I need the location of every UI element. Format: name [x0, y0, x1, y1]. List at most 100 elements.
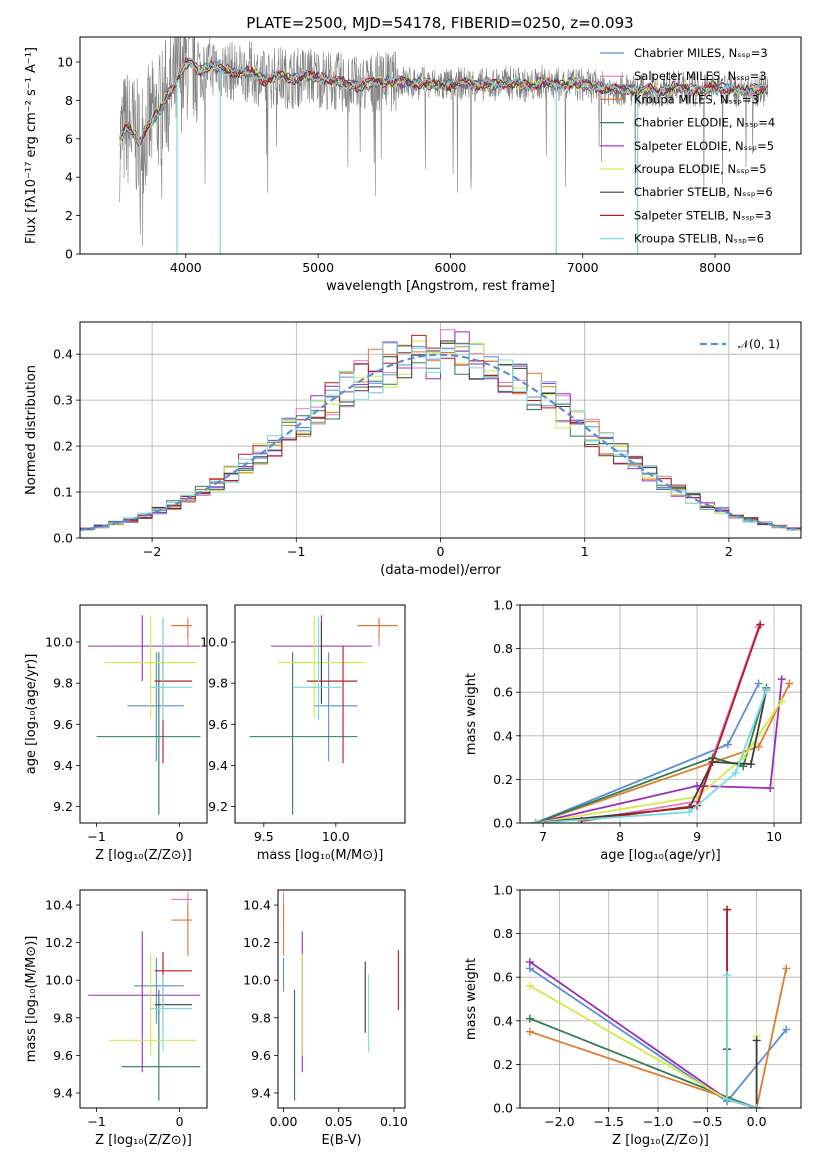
panel-mass-Z: −1 0 9.4 9.6 9.8 10.0 10.2 10.4 Z [log₁₀(Z/Z⊙)] m… [24, 889, 208, 1148]
weight-series-line [535, 700, 783, 823]
x-axis-label: (data-model)/error [380, 563, 501, 578]
y-tick-label: 0.8 [493, 926, 513, 941]
panel-weight-age: 7 8 9 10 0.0 0.2 0.4 0.6 0.8 1.0 age [log₁₀(age/yr… [464, 598, 802, 863]
y-tick-label: 6 [65, 131, 73, 146]
y-tick-label: 0.4 [493, 1013, 513, 1028]
y-tick-label: 10.0 [45, 973, 73, 988]
weight-series-line [726, 909, 757, 1108]
y-tick-label: 0.2 [493, 772, 513, 787]
weight-series-line [535, 679, 783, 823]
y-tick-label: 10.2 [243, 935, 271, 950]
plot-area [282, 891, 399, 1101]
weight-point-marker [756, 620, 765, 629]
axes-frame [79, 604, 208, 824]
panel-residuals: −2 −1 0 1 2 0.0 0.1 0.2 0.3 0.4 (data-model)/error… [24, 321, 802, 578]
y-tick-label: 0.0 [493, 1101, 513, 1116]
y-tick-label: 9.8 [53, 676, 73, 691]
x-tick-label: 1 [581, 544, 589, 559]
axes-frame [277, 889, 406, 1109]
x-tick-label: 0 [437, 544, 445, 559]
x-tick-label: −1.0 [643, 1114, 673, 1129]
y-tick-label: 1.0 [493, 883, 513, 898]
weight-series-line [529, 961, 757, 1108]
weight-point-marker [762, 686, 771, 695]
y-tick-label: 9.4 [53, 1085, 73, 1100]
panel-age-Z: −1 0 9.2 9.4 9.6 9.8 10.0 Z [log₁₀(Z/Z⊙)] age [l… [24, 604, 208, 863]
y-tick-label: 0.1 [53, 485, 73, 500]
plot-area [88, 891, 201, 1101]
axes-frame [79, 889, 208, 1109]
x-tick-label: 0.05 [325, 1114, 353, 1129]
x-tick-label: −1 [87, 1114, 105, 1129]
weight-point-marker [685, 808, 694, 817]
x-tick-label: 5000 [302, 260, 334, 275]
y-tick-label: 4 [65, 170, 73, 185]
x-tick-label: 0.00 [270, 1114, 298, 1129]
x-tick-label: 2 [725, 544, 733, 559]
gaussian-curve [80, 353, 801, 531]
legend-label: 𝒩(0, 1) [738, 337, 780, 351]
x-axis-label: age [log₁₀(age/yr)] [600, 848, 721, 863]
x-axis-label: Z [log₁₀(Z/Z⊙)] [612, 1133, 709, 1148]
model-spectrum-line [119, 57, 769, 147]
figure-title: PLATE=2500, MJD=54178, FIBERID=0250, z=0… [246, 14, 633, 32]
panel-weight-Z: −2.0 −1.5 −1.0 −0.5 0.0 0.0 0.2 0.4 0.6 0.8 1.0 Z [… [464, 883, 802, 1148]
y-axis-label: mass weight [464, 958, 479, 1040]
x-tick-label: 10 [766, 829, 782, 844]
y-tick-label: 0 [65, 247, 73, 262]
y-tick-label: 9.4 [251, 1085, 271, 1100]
y-tick-label: 0.2 [53, 439, 73, 454]
x-axis-label: Z [log₁₀(Z/Z⊙)] [95, 1133, 192, 1148]
weight-series-line [529, 1017, 757, 1108]
y-axis-label: age [log₁₀(age/yr)] [24, 654, 39, 775]
x-tick-label: 7 [539, 829, 547, 844]
observed-spectrum-line [119, 37, 769, 247]
axes-frame [234, 604, 406, 824]
y-tick-label: 1.0 [493, 598, 513, 613]
weight-point-marker [754, 679, 763, 688]
weight-point-marker [723, 905, 732, 914]
y-tick-label: 10 [57, 54, 73, 69]
y-tick-label: 0.3 [53, 393, 73, 408]
y-tick-label: 0.4 [493, 728, 513, 743]
legend-label: Chabrier ELODIE, Nₛₛₚ=4 [634, 116, 775, 130]
y-tick-label: 0.6 [493, 970, 513, 985]
y-tick-label: 10.0 [45, 635, 73, 650]
x-tick-label: −0.5 [692, 1114, 722, 1129]
x-tick-label: −1 [87, 829, 105, 844]
x-tick-label: −1.5 [594, 1114, 624, 1129]
x-tick-label: 8 [616, 829, 624, 844]
x-axis-label: wavelength [Angstrom, rest frame] [326, 279, 555, 294]
y-tick-label: 9.6 [208, 717, 228, 732]
plot-area [249, 615, 398, 815]
y-tick-label: 9.2 [208, 799, 228, 814]
x-tick-label: 6000 [435, 260, 467, 275]
weight-series-line [529, 968, 788, 1108]
x-tick-label: 7000 [567, 260, 599, 275]
x-axis-label: Z [log₁₀(Z/Z⊙)] [95, 848, 192, 863]
y-tick-label: 9.8 [208, 676, 228, 691]
legend-label: Salpeter ELODIE, Nₛₛₚ=5 [634, 139, 774, 153]
y-tick-label: 0.6 [493, 685, 513, 700]
plot-area [520, 890, 801, 1108]
y-tick-label: 10.0 [200, 635, 228, 650]
y-tick-label: 9.6 [53, 717, 73, 732]
weight-point-marker [782, 1025, 791, 1034]
residual-histogram [80, 329, 801, 530]
y-tick-label: 10.4 [45, 898, 73, 913]
plot-area [119, 37, 769, 254]
x-tick-label: 8000 [699, 260, 731, 275]
weight-point-marker [731, 768, 740, 777]
y-tick-label: 9.2 [53, 799, 73, 814]
panel-spectrum: 4000 5000 6000 7000 8000 0 2 4 6 8 10 wavelength [A… [24, 36, 802, 294]
axes-frame [519, 889, 802, 1109]
weight-point-marker [525, 1014, 534, 1023]
x-tick-label: 0.0 [747, 1114, 767, 1129]
plot-area [520, 605, 801, 823]
plot-area [88, 615, 201, 815]
y-tick-label: 0.0 [493, 816, 513, 831]
y-tick-label: 10.2 [45, 935, 73, 950]
y-axis-label: Flux [fλ10⁻¹⁷ erg cm⁻² s⁻¹ A⁻¹] [24, 47, 39, 244]
weight-series-line [535, 689, 768, 823]
